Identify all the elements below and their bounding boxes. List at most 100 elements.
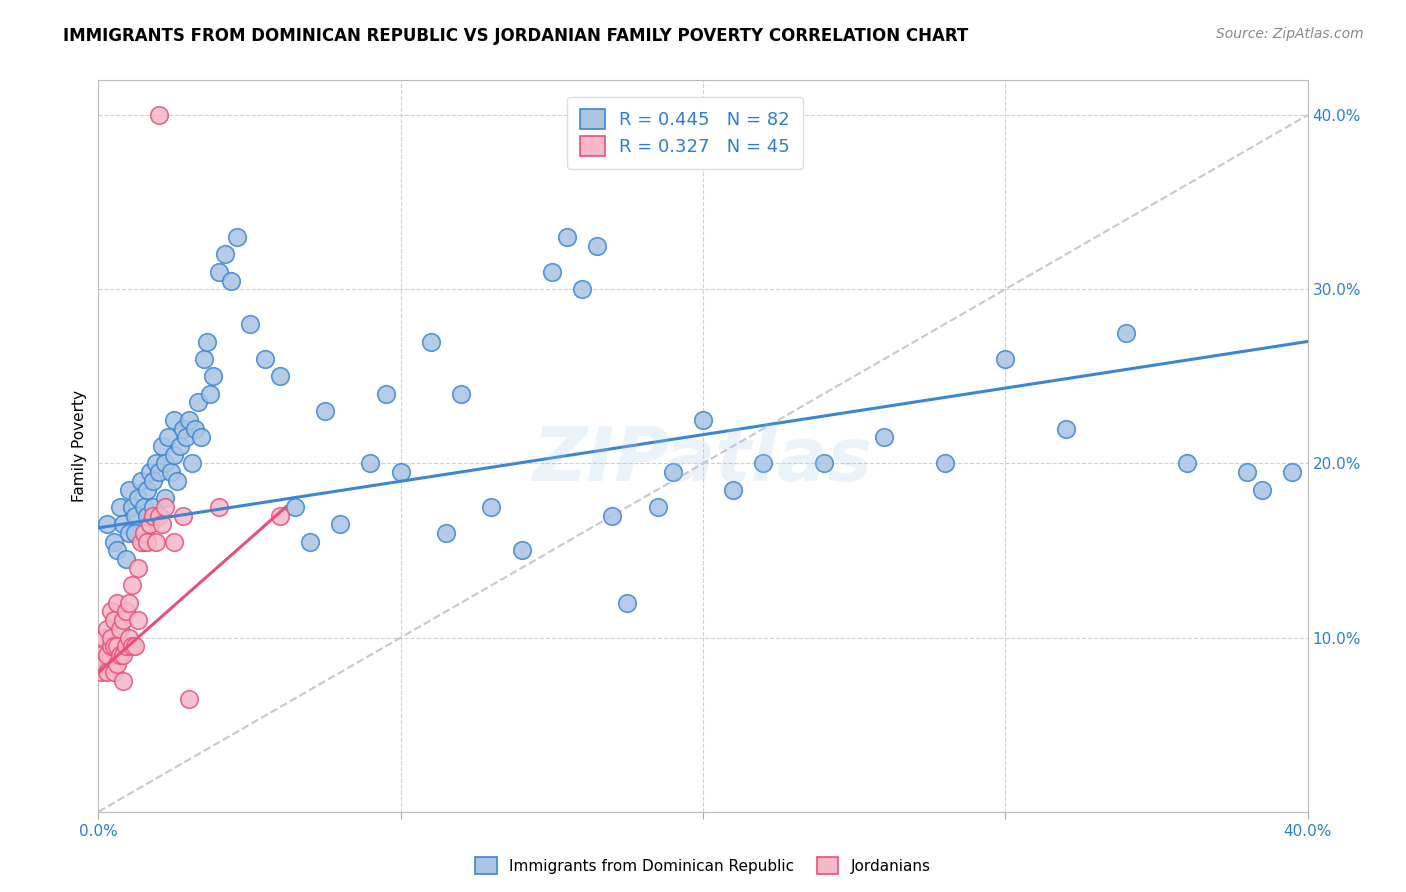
- Point: [111, 674, 134, 689]
- Point: [132, 534, 155, 549]
- Point: [142, 500, 165, 514]
- Point: [239, 317, 262, 331]
- Point: [540, 265, 562, 279]
- Point: [132, 526, 155, 541]
- Point: [360, 457, 382, 471]
- Point: [93, 657, 115, 671]
- Point: [100, 631, 122, 645]
- Point: [647, 500, 669, 514]
- Point: [1281, 465, 1303, 479]
- Point: [1175, 457, 1198, 471]
- Point: [127, 613, 149, 627]
- Point: [184, 421, 207, 435]
- Point: [179, 691, 201, 706]
- Point: [114, 604, 136, 618]
- Point: [103, 640, 125, 654]
- Text: ZIPatlas: ZIPatlas: [533, 424, 873, 497]
- Point: [118, 631, 141, 645]
- Point: [661, 465, 683, 479]
- Point: [135, 508, 157, 523]
- Point: [145, 457, 167, 471]
- Point: [142, 474, 165, 488]
- Point: [389, 465, 412, 479]
- Point: [166, 474, 188, 488]
- Point: [108, 648, 131, 662]
- Point: [299, 534, 322, 549]
- Point: [510, 543, 533, 558]
- Point: [148, 508, 170, 523]
- Point: [723, 483, 745, 497]
- Point: [111, 517, 134, 532]
- Point: [145, 534, 167, 549]
- Point: [208, 265, 231, 279]
- Point: [150, 439, 173, 453]
- Point: [813, 457, 835, 471]
- Point: [105, 543, 128, 558]
- Point: [1054, 421, 1077, 435]
- Point: [108, 500, 131, 514]
- Point: [118, 483, 141, 497]
- Point: [121, 500, 143, 514]
- Point: [108, 622, 131, 636]
- Point: [103, 613, 125, 627]
- Point: [434, 526, 457, 541]
- Point: [160, 465, 183, 479]
- Point: [481, 500, 503, 514]
- Point: [135, 483, 157, 497]
- Point: [135, 534, 157, 549]
- Point: [96, 622, 118, 636]
- Point: [420, 334, 443, 349]
- Point: [139, 517, 162, 532]
- Point: [200, 386, 222, 401]
- Point: [616, 596, 638, 610]
- Point: [90, 648, 112, 662]
- Point: [269, 369, 291, 384]
- Point: [124, 640, 146, 654]
- Point: [121, 640, 143, 654]
- Point: [150, 517, 173, 532]
- Point: [148, 465, 170, 479]
- Point: [153, 491, 176, 506]
- Text: Source: ZipAtlas.com: Source: ZipAtlas.com: [1216, 27, 1364, 41]
- Point: [93, 631, 115, 645]
- Point: [105, 640, 128, 654]
- Point: [169, 439, 191, 453]
- Point: [555, 230, 578, 244]
- Point: [994, 351, 1017, 366]
- Point: [129, 534, 152, 549]
- Legend: Immigrants from Dominican Republic, Jordanians: Immigrants from Dominican Republic, Jord…: [470, 851, 936, 880]
- Point: [118, 526, 141, 541]
- Point: [193, 351, 215, 366]
- Point: [214, 247, 236, 261]
- Point: [269, 508, 291, 523]
- Point: [226, 230, 249, 244]
- Point: [253, 351, 276, 366]
- Point: [181, 457, 204, 471]
- Point: [96, 665, 118, 680]
- Point: [105, 596, 128, 610]
- Point: [172, 421, 194, 435]
- Point: [90, 665, 112, 680]
- Point: [1251, 483, 1274, 497]
- Point: [187, 395, 209, 409]
- Point: [127, 561, 149, 575]
- Point: [96, 648, 118, 662]
- Point: [450, 386, 472, 401]
- Point: [156, 430, 179, 444]
- Point: [1236, 465, 1258, 479]
- Point: [221, 274, 243, 288]
- Point: [692, 413, 714, 427]
- Point: [163, 534, 186, 549]
- Point: [132, 500, 155, 514]
- Point: [284, 500, 307, 514]
- Point: [208, 500, 231, 514]
- Y-axis label: Family Poverty: Family Poverty: [72, 390, 87, 502]
- Point: [602, 508, 624, 523]
- Point: [124, 508, 146, 523]
- Point: [174, 430, 197, 444]
- Point: [1115, 326, 1137, 340]
- Point: [179, 413, 201, 427]
- Point: [139, 465, 162, 479]
- Point: [100, 640, 122, 654]
- Point: [329, 517, 352, 532]
